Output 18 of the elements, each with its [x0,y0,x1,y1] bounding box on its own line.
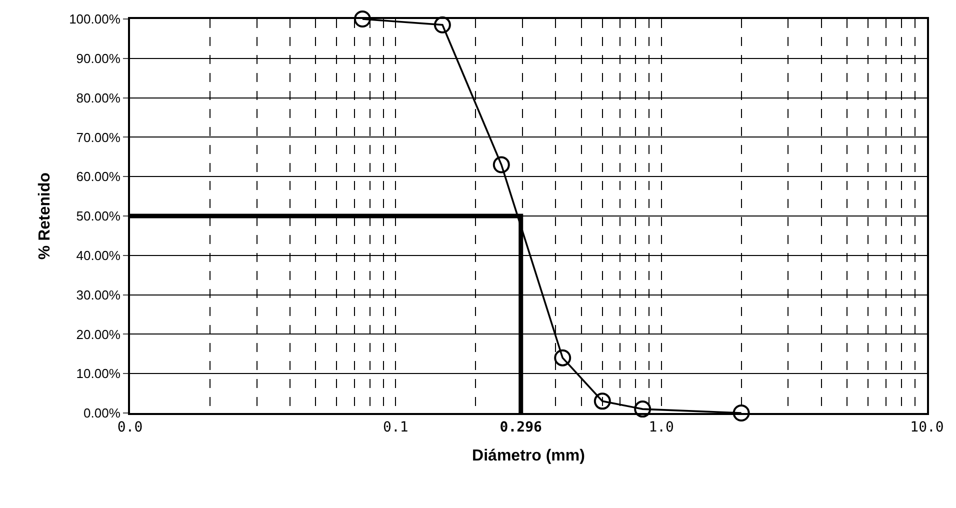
x-tick-label: 0.1 [383,420,408,436]
y-tick-label: 90.00% [76,50,121,66]
y-tick-label: 50.00% [76,208,121,224]
x-tick-label: 0.296 [500,420,542,436]
y-tick-label: 60.00% [76,169,121,184]
y-tick-label: 100.00% [69,12,121,27]
y-tick-label: 80.00% [76,90,121,106]
y-tick-label: 70.00% [76,130,121,145]
x-axis-title: Diámetro (mm) [472,448,585,465]
x-tick-label: 10.0 [910,420,944,436]
x-tick-label: 0.0 [117,420,143,436]
y-tick-label: 40.00% [76,248,121,263]
y-tick-label: 0.00% [84,406,121,421]
y-tick-label: 20.00% [76,326,121,342]
x-tick-label: 1.0 [648,420,674,436]
y-tick-label: 10.00% [76,366,121,382]
y-axis-title: % Retenido [36,172,54,260]
y-tick-label: 30.00% [76,287,121,302]
